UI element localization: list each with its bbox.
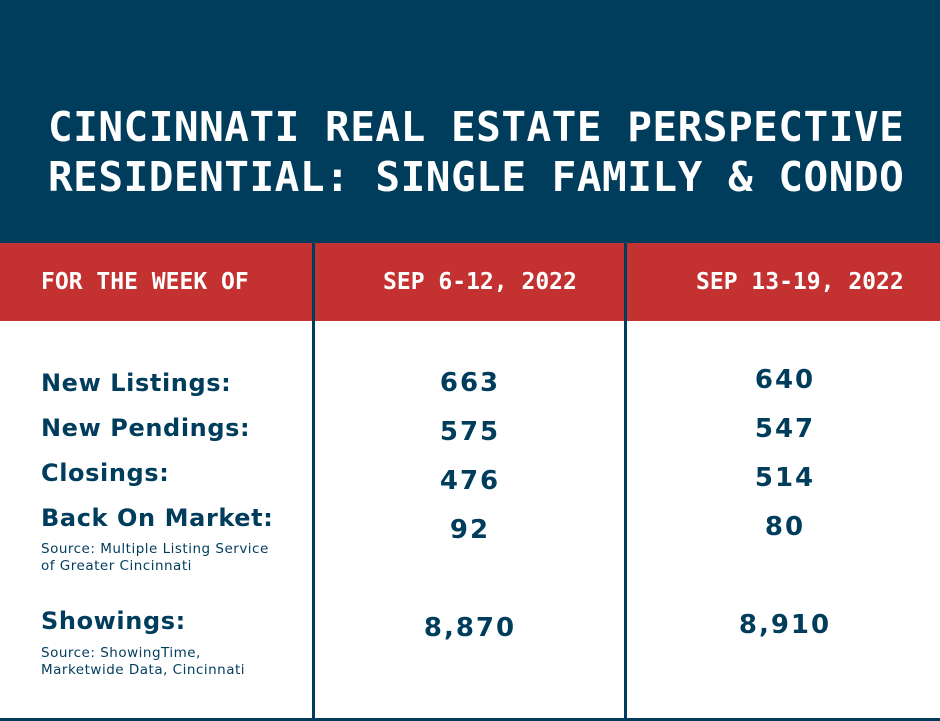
source-mls-line-2: of Greater Cincinnati xyxy=(41,558,192,574)
column-header-week1: SEP 6-12, 2022 xyxy=(383,269,577,295)
value-showings-week1: 8,870 xyxy=(423,613,517,643)
row-label-showings: Showings: xyxy=(41,607,186,635)
source-note-mls: Source: Multiple Listing Service of Grea… xyxy=(41,541,269,575)
value-back-on-market-week1: 92 xyxy=(449,515,491,545)
column-divider-1 xyxy=(312,243,315,721)
row-label-back-on-market: Back On Market: xyxy=(41,504,274,532)
column-header-week2: SEP 13-19, 2022 xyxy=(696,269,904,295)
source-showing-line-1: Source: ShowingTime, xyxy=(41,645,201,661)
page-title: CINCINNATI REAL ESTATE PERSPECTIVE RESID… xyxy=(48,102,904,202)
row-label-new-pendings: New Pendings: xyxy=(41,414,251,442)
source-showing-line-2: Marketwide Data, Cincinnati xyxy=(41,662,246,678)
value-back-on-market-week2: 80 xyxy=(764,512,806,542)
row-label-closings: Closings: xyxy=(41,459,170,487)
value-closings-week2: 514 xyxy=(754,463,816,493)
value-new-listings-week2: 640 xyxy=(754,365,816,395)
header-banner xyxy=(0,0,940,243)
value-new-pendings-week2: 547 xyxy=(754,414,816,444)
table-bottom-border xyxy=(0,718,940,721)
column-divider-2 xyxy=(624,243,627,721)
title-line-1: CINCINNATI REAL ESTATE PERSPECTIVE xyxy=(48,103,905,151)
column-header-band xyxy=(0,243,940,321)
row-label-new-listings: New Listings: xyxy=(41,369,232,397)
value-new-listings-week1: 663 xyxy=(439,368,501,398)
title-line-2: RESIDENTIAL: SINGLE FAMILY & CONDO xyxy=(48,153,905,201)
source-note-showingtime: Source: ShowingTime, Marketwide Data, Ci… xyxy=(41,645,245,679)
column-header-label: FOR THE WEEK OF xyxy=(41,269,249,295)
value-closings-week1: 476 xyxy=(439,466,501,496)
source-mls-line-1: Source: Multiple Listing Service xyxy=(41,541,269,557)
value-new-pendings-week1: 575 xyxy=(439,417,501,447)
value-showings-week2: 8,910 xyxy=(738,610,832,640)
